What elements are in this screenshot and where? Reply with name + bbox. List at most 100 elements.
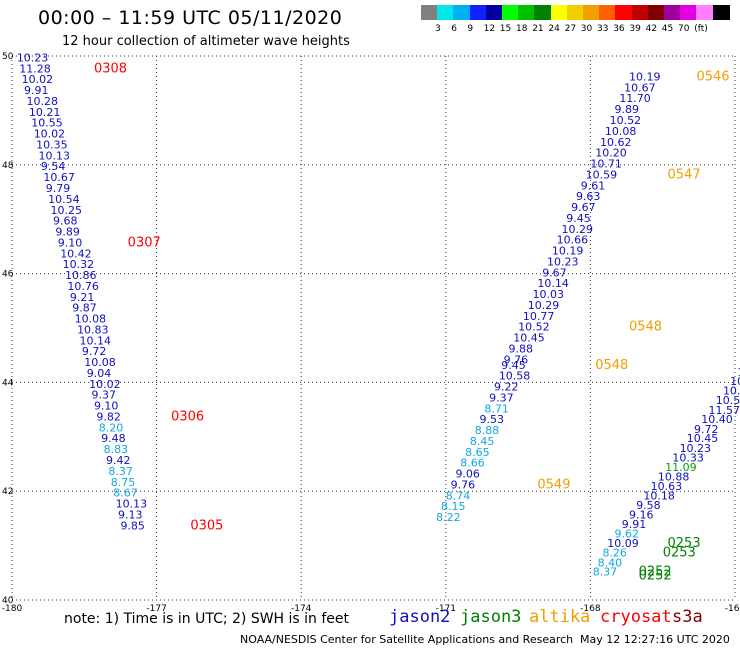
- scale-swatch: [518, 5, 536, 20]
- wave-height-label: 10.19: [552, 245, 584, 258]
- wave-height-label: 9.21: [70, 291, 95, 304]
- wave-height-label: 10.18: [643, 489, 675, 502]
- wave-height-label: 10.40: [701, 413, 733, 426]
- wave-height-label: 11.70: [619, 92, 651, 105]
- wave-height-label: 10.23: [680, 442, 712, 455]
- y-tick-label: 50: [2, 52, 14, 62]
- wave-height-label: 11.09: [665, 461, 697, 474]
- wave-height-label: 10.09: [607, 537, 639, 550]
- wave-height-label: 10.54: [48, 193, 80, 206]
- wave-height-label: 10.76: [67, 280, 99, 293]
- scale-swatch: [631, 5, 649, 20]
- wave-height-label: 10.23: [547, 255, 579, 268]
- wave-height-label: 9.10: [94, 400, 119, 413]
- x-tick-label: -168: [580, 604, 601, 614]
- scale-label: 15: [499, 24, 512, 34]
- wave-height-label: 10.28: [26, 95, 58, 108]
- x-tick-label: -180: [2, 604, 23, 614]
- wave-height-label: 8.65: [465, 446, 490, 459]
- wave-height-label: 10.33: [672, 451, 704, 464]
- wave-height-label: 10.86: [65, 269, 97, 282]
- scale-swatch: [599, 5, 617, 20]
- scale-label: 18: [516, 24, 528, 34]
- wave-height-label: 11.28: [19, 62, 51, 75]
- wave-height-label: 9.67: [542, 266, 567, 279]
- wave-height-label: 10.67: [43, 171, 75, 184]
- pass-time-label: 0547: [668, 167, 701, 182]
- scale-label: 33: [597, 24, 609, 34]
- x-tick-label: -174: [291, 604, 312, 614]
- wave-height-label: 9.76: [504, 353, 529, 366]
- wave-height-label: 9.63: [576, 190, 601, 203]
- wave-height-label: 8.74: [446, 489, 471, 502]
- wave-height-label: 9.42: [106, 454, 130, 467]
- wave-height-label: 8.37: [593, 566, 618, 579]
- x-tick-label: -171: [436, 604, 456, 614]
- wave-height-label: 10.66: [557, 234, 589, 247]
- chart-title: 00:00 – 11:59 UTC 05/11/2020: [38, 7, 343, 29]
- wave-height-label: 10.58: [499, 370, 531, 383]
- pass-time-label: 0252: [639, 568, 672, 583]
- wave-height-label: 9.62: [615, 527, 640, 540]
- legend-jason3: jason3: [460, 607, 522, 627]
- scale-swatch: [712, 5, 730, 20]
- y-tick-label: 44: [2, 378, 14, 388]
- wave-height-label: 8.15: [441, 500, 466, 513]
- pass-time-label: 0549: [537, 477, 570, 492]
- scale-swatch: [502, 5, 519, 20]
- wave-height-label: 10.88: [658, 470, 690, 483]
- wave-height-label: 9.10: [58, 236, 83, 249]
- wave-height-label: 10.42: [737, 366, 740, 379]
- wave-height-label: 9.67: [571, 201, 596, 214]
- wave-height-label: 9.37: [92, 389, 117, 402]
- wave-height-label: 10.67: [624, 81, 656, 94]
- wave-height-label: 10.02: [89, 378, 121, 391]
- wave-height-label: 10.83: [77, 323, 109, 336]
- scale-swatch: [647, 5, 665, 20]
- scale-label: 12: [483, 24, 496, 34]
- wave-height-label: 9.72: [82, 345, 107, 358]
- scale-swatch: [421, 5, 438, 20]
- scale-label: 42: [645, 24, 658, 34]
- wave-height-label: 9.76: [451, 478, 476, 491]
- wave-height-label: 9.45: [566, 212, 591, 225]
- wave-height-label: 9.06: [455, 468, 480, 481]
- scale-swatch: [469, 5, 487, 20]
- y-tick-label: 40: [2, 596, 14, 606]
- wave-height-label: 10.13: [39, 149, 70, 162]
- scale-swatch: [583, 5, 600, 20]
- wave-height-label: 9.37: [489, 391, 514, 404]
- wave-height-label: 9.72: [694, 423, 719, 436]
- wave-height-label: 10.13: [116, 498, 148, 511]
- wave-height-label: 9.87: [72, 302, 97, 315]
- wave-height-label: 10.02: [22, 73, 54, 86]
- wave-height-label: 9.85: [120, 519, 145, 532]
- wave-height-label: 10.35: [36, 138, 68, 151]
- wave-height-label: 10.02: [34, 128, 66, 141]
- wave-height-label: 10.23: [17, 51, 49, 64]
- wave-height-label: 9.79: [46, 182, 71, 195]
- legend-cryosat: cryosat: [600, 607, 672, 627]
- wave-height-label: 10.45: [687, 432, 719, 445]
- wave-height-label: 9.82: [96, 410, 121, 423]
- scale-swatch: [615, 5, 633, 20]
- wave-height-label: 10.29: [528, 299, 560, 312]
- wave-height-label: 10.25: [51, 204, 82, 217]
- pass-time-label: 0307: [128, 235, 161, 250]
- wave-height-label: 10.08: [605, 125, 637, 138]
- legend-s3a: s3a: [672, 607, 703, 627]
- scale-label: 9: [467, 24, 474, 34]
- wave-height-label: 10.03: [533, 288, 565, 301]
- wave-height-label: 10.29: [561, 223, 593, 236]
- wave-height-label: 10.51: [723, 384, 740, 397]
- wave-height-label: 10.52: [518, 321, 550, 334]
- wave-height-label: 10.42: [60, 247, 91, 260]
- credit-text: NOAA/NESDIS Center for Satellite Applica…: [240, 633, 574, 646]
- units-note: note: 1) Time is in UTC; 2) SWH is in fe…: [64, 611, 350, 627]
- pass-time-label: 0548: [629, 320, 662, 335]
- wave-height-label: 8.67: [113, 487, 138, 500]
- wave-height-label: 9.89: [615, 103, 640, 116]
- wave-height-label: 9.91: [622, 518, 647, 531]
- wave-height-label: 10.55: [31, 117, 62, 130]
